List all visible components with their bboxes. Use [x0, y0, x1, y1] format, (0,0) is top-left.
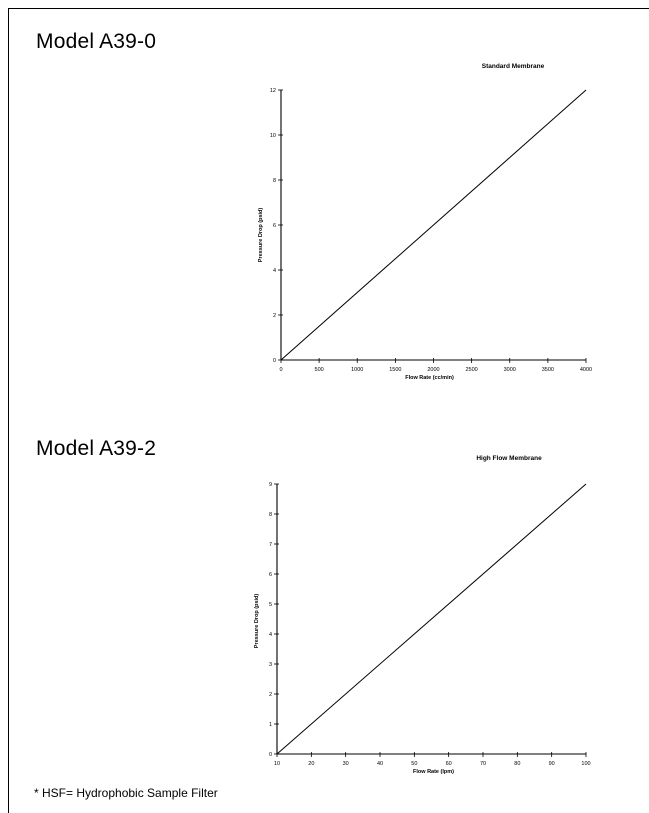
x-tick-label: 20 — [308, 761, 314, 767]
page-frame-top — [8, 8, 649, 9]
y-tick-label: 0 — [273, 358, 276, 364]
chart-title: Standard Membrane — [482, 63, 545, 70]
y-tick-label: 12 — [270, 88, 276, 94]
x-tick-label: 4000 — [580, 367, 592, 373]
x-tick-label: 0 — [279, 367, 282, 373]
y-tick-label: 9 — [269, 482, 272, 488]
y-axis-label: Pressure Drop (psid) — [254, 594, 260, 649]
x-axis-label: Flow Rate (cc/min) — [405, 375, 454, 381]
y-tick-label: 4 — [273, 268, 276, 274]
series-line-0 — [280, 89, 587, 361]
x-tick-label: 2500 — [466, 367, 478, 373]
x-tick-label: 80 — [514, 761, 520, 767]
y-tick-label: 10 — [270, 133, 276, 139]
x-tick-label: 100 — [581, 761, 590, 767]
chart-title: High Flow Membrane — [476, 455, 542, 462]
x-tick-label: 1500 — [389, 367, 401, 373]
y-tick-label: 6 — [273, 223, 276, 229]
y-tick-label: 4 — [269, 632, 272, 638]
x-tick-label: 60 — [446, 761, 452, 767]
y-tick-label: 8 — [273, 178, 276, 184]
model-title-a39-0: Model A39-0 — [36, 30, 157, 53]
y-tick-label: 1 — [269, 722, 272, 728]
x-tick-label: 1000 — [351, 367, 363, 373]
x-tick-label: 30 — [343, 761, 349, 767]
y-tick-label: 0 — [269, 752, 272, 758]
series-line-0 — [276, 483, 587, 755]
x-tick-label: 500 — [315, 367, 324, 373]
footnote: * HSF= Hydrophobic Sample Filter — [34, 786, 218, 800]
model-title-a39-2: Model A39-2 — [36, 437, 157, 460]
page-frame-left — [8, 8, 9, 813]
x-tick-label: 50 — [411, 761, 417, 767]
y-tick-label: 6 — [269, 572, 272, 578]
x-axis-label: Flow Rate (lpm) — [413, 769, 454, 775]
x-tick-label: 10 — [274, 761, 280, 767]
x-tick-label: 2000 — [427, 367, 439, 373]
y-tick-label: 3 — [269, 662, 272, 668]
y-tick-label: 2 — [273, 313, 276, 319]
y-tick-label: 7 — [269, 542, 272, 548]
x-tick-label: 3500 — [542, 367, 554, 373]
y-tick-label: 2 — [269, 692, 272, 698]
x-tick-label: 90 — [549, 761, 555, 767]
y-tick-label: 8 — [269, 512, 272, 518]
y-axis-label: Pressure Drop (psid) — [258, 208, 264, 263]
x-tick-label: 3000 — [504, 367, 516, 373]
x-tick-label: 70 — [480, 761, 486, 767]
y-tick-label: 5 — [269, 602, 272, 608]
x-tick-label: 40 — [377, 761, 383, 767]
